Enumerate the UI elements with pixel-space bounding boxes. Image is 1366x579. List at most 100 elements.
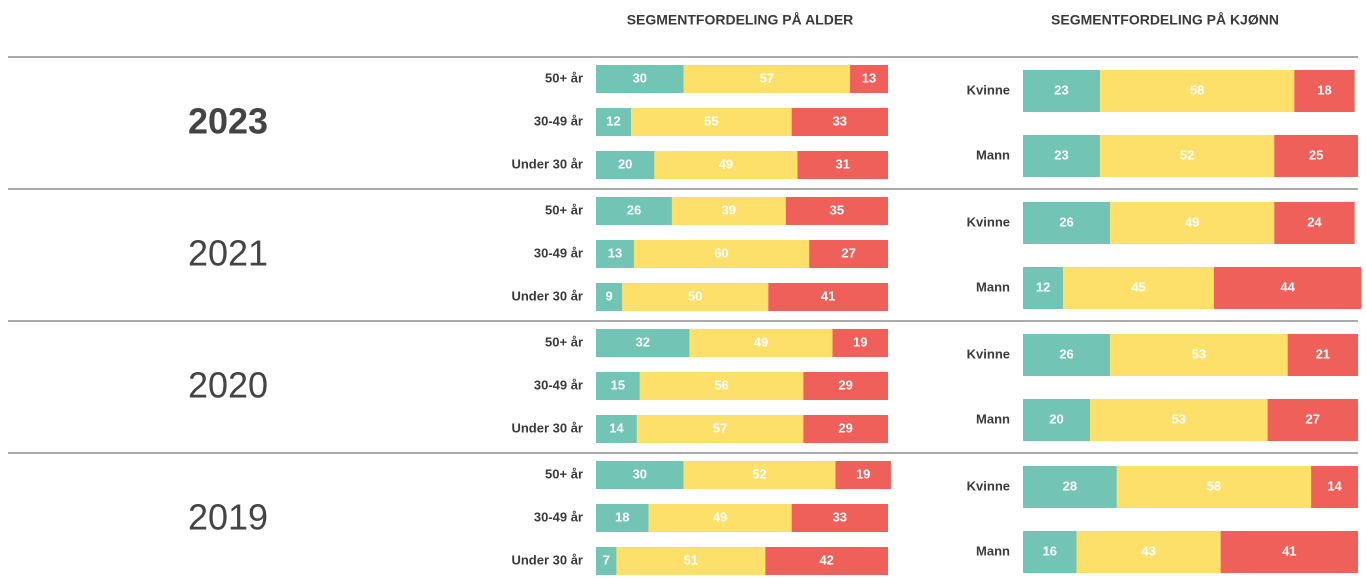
value-label: 53 [1172,411,1186,426]
value-label: 25 [1309,147,1323,162]
category-label: Under 30 år [511,288,583,303]
value-label: 12 [1036,279,1050,294]
category-label: 30-49 år [534,113,583,128]
value-label: 52 [752,466,766,481]
bar-segment [596,151,655,179]
category-label: Kvinne [967,214,1010,229]
value-label: 49 [1185,214,1199,229]
bar-segment [633,240,810,268]
bar-segment [1023,202,1111,244]
bar-segment [596,547,617,575]
bar-segment [1274,135,1358,177]
category-label: 30-49 år [534,377,583,392]
category-label: Mann [976,543,1010,558]
value-label: 50 [688,288,702,303]
bar-segment [1274,202,1355,244]
bar-segment [639,372,804,400]
category-label: Kvinne [967,82,1010,97]
value-label: 49 [754,334,768,349]
category-label: Mann [976,147,1010,162]
value-label: 19 [853,334,867,349]
bar-segment [1213,267,1362,309]
value-label: 29 [838,377,852,392]
value-label: 51 [684,552,698,567]
category-label: 30-49 år [534,245,583,260]
bar-segment [1116,466,1312,508]
value-label: 13 [608,245,622,260]
category-label: 50+ år [545,334,583,349]
category-label: Kvinne [967,346,1010,361]
value-label: 26 [1059,346,1073,361]
bar-segment [765,547,888,575]
bar-segment [797,151,888,179]
bar-segment [596,65,684,93]
value-label: 60 [714,245,728,260]
bar-segment [1267,399,1358,441]
year-label: 2021 [188,233,268,274]
bar-segment [1100,70,1295,112]
value-label: 14 [609,420,624,435]
value-label: 43 [1141,543,1155,558]
value-label: 29 [838,420,852,435]
bar-segment [1076,531,1221,573]
bar-segment [683,65,851,93]
bar-segment [1063,267,1214,309]
bar-segment [835,461,891,489]
value-label: 44 [1280,279,1295,294]
bar-segment [636,415,804,443]
chart-title: SEGMENTFORDELING PÅ KJØNN [1051,12,1279,28]
bar-segment [791,108,888,136]
year-label: 2019 [188,497,268,538]
value-label: 30 [633,466,647,481]
value-label: 7 [603,552,610,567]
bar-segment [596,461,684,489]
value-label: 18 [1317,82,1331,97]
value-label: 18 [615,509,629,524]
value-label: 23 [1054,147,1068,162]
value-label: 14 [1327,478,1342,493]
value-label: 19 [856,466,870,481]
value-label: 49 [713,509,727,524]
value-label: 33 [833,113,847,128]
bar-segment [596,504,649,532]
bar-segment [785,197,888,225]
value-label: 32 [635,334,649,349]
bar-segment [791,504,888,532]
value-label: 20 [618,156,632,171]
value-label: 57 [760,70,774,85]
bar-segment [1023,267,1064,309]
value-label: 49 [719,156,733,171]
bar-segment [654,151,798,179]
bar-segment [596,108,632,136]
value-label: 20 [1049,411,1063,426]
bar-segment [671,197,786,225]
bar-segment [1023,466,1117,508]
value-label: 58 [1190,82,1204,97]
bar-segment [648,504,792,532]
category-label: Kvinne [967,478,1010,493]
bar-segment [596,197,672,225]
bar-segment [596,240,634,268]
value-label: 35 [830,202,844,217]
category-label: Mann [976,411,1010,426]
value-label: 31 [836,156,850,171]
bar-segment [596,283,623,311]
value-label: 53 [1192,346,1206,361]
bar-segment [616,547,766,575]
year-label: 2023 [188,101,268,142]
value-label: 45 [1131,279,1145,294]
category-label: 50+ år [545,202,583,217]
value-label: 24 [1307,214,1322,229]
value-label: 57 [713,420,727,435]
value-label: 23 [1054,82,1068,97]
bar-segment [1023,531,1077,573]
value-label: 30 [633,70,647,85]
bar-segment [850,65,888,93]
value-label: 41 [821,288,835,303]
value-label: 16 [1043,543,1057,558]
bar-segment [1110,334,1288,376]
bar-segment [1023,135,1101,177]
value-label: 26 [1059,214,1073,229]
bar-segment [1287,334,1358,376]
